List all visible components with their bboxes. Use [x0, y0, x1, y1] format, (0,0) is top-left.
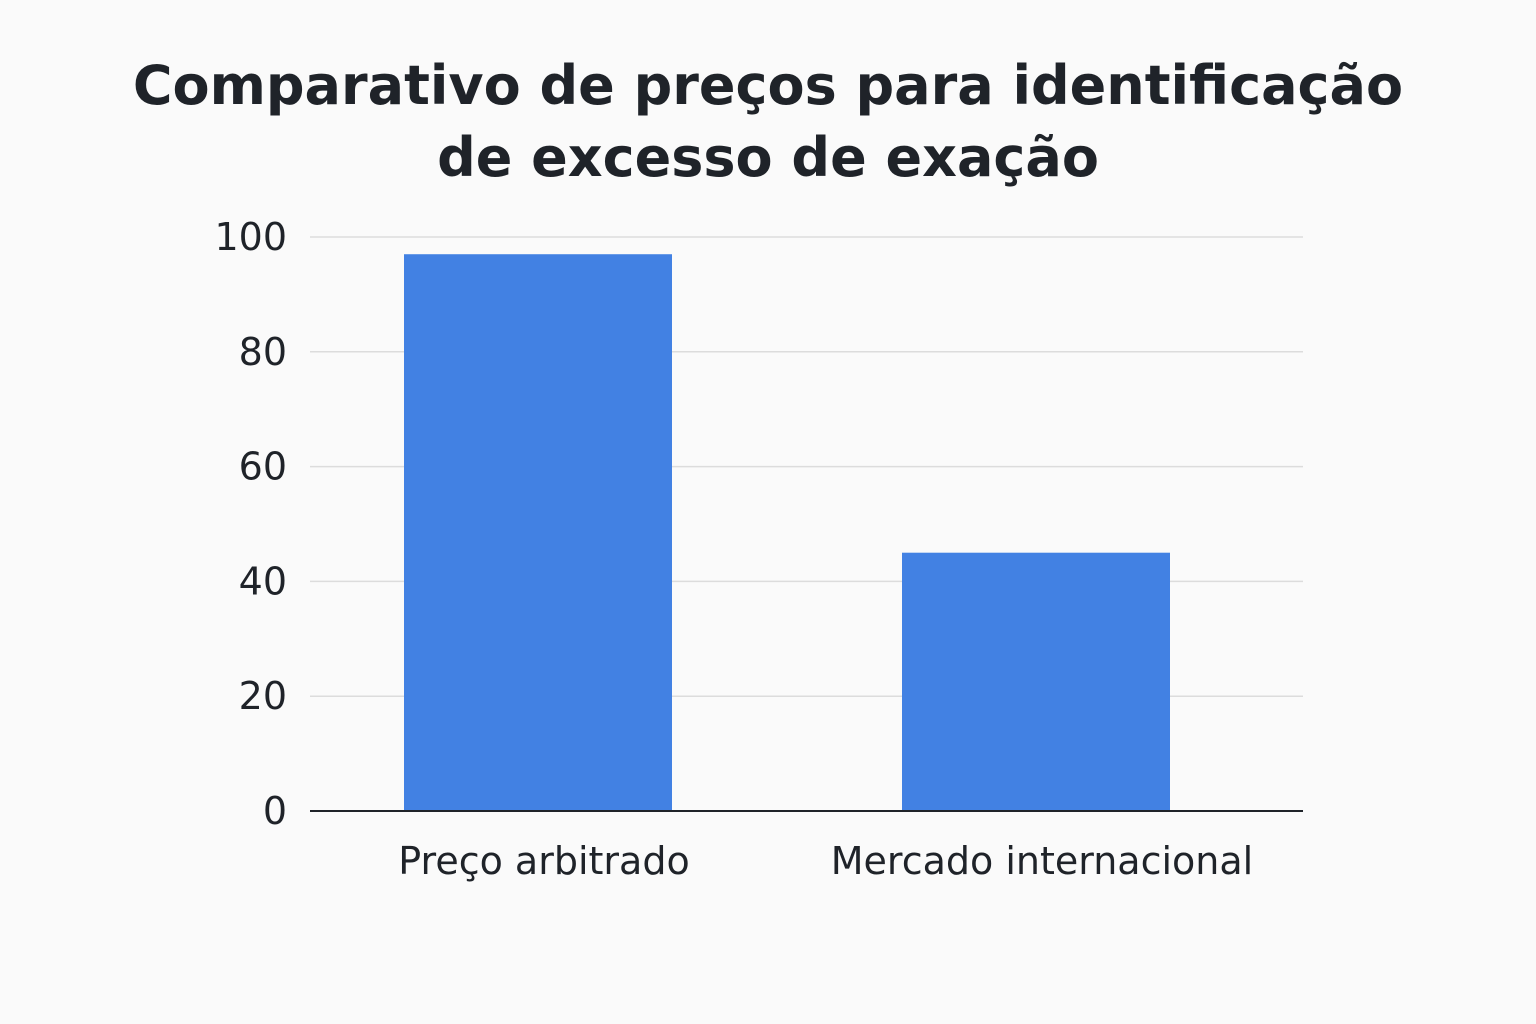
bar-1: [404, 254, 672, 812]
y-tick-label-0: 0: [263, 789, 287, 833]
y-tick-label-80: 80: [239, 330, 287, 374]
y-tick-label-60: 60: [239, 445, 287, 489]
chart-title: Comparativo de preços para identificação…: [0, 50, 1536, 194]
x-axis-categories: Preço arbitrado Mercado internacional: [398, 839, 1253, 883]
y-tick-label-100: 100: [214, 215, 287, 259]
bar-2: [902, 552, 1170, 811]
chart-title-line-1: Comparativo de preços para identificação: [132, 54, 1404, 117]
chart-title-line-2: de excesso de exação: [437, 126, 1099, 189]
x-category-label-2: Mercado internacional: [831, 839, 1253, 883]
y-tick-label-20: 20: [239, 674, 287, 718]
x-category-label-1: Preço arbitrado: [398, 839, 689, 883]
y-axis-ticks: 0 20 40 60 80 100: [214, 215, 287, 833]
bars: [404, 254, 1170, 812]
y-tick-label-40: 40: [239, 559, 287, 603]
